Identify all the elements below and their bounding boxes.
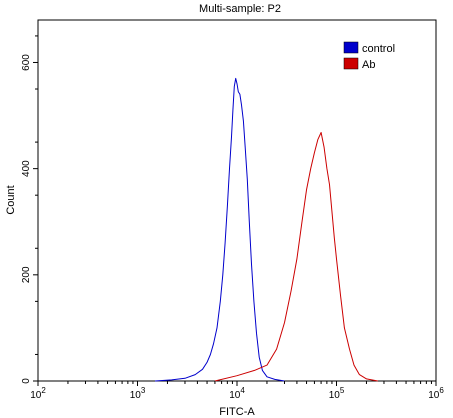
- series-line-ab: [214, 132, 378, 382]
- legend-label: Ab: [362, 59, 375, 71]
- legend-swatch: [343, 41, 359, 54]
- x-tick-label: 103: [130, 386, 146, 401]
- x-axis: 102 103 104 105 106: [30, 381, 444, 401]
- plot-area: [37, 19, 437, 382]
- legend-swatch: [343, 57, 359, 70]
- x-tick-label: 105: [329, 386, 345, 401]
- x-tick-label: 104: [229, 386, 245, 401]
- x-axis-title: FITC-A: [219, 406, 255, 418]
- series-line-control: [154, 77, 285, 382]
- y-tick-label: 200: [21, 266, 32, 283]
- y-axis-title: Count: [5, 185, 17, 214]
- legend-label: control: [362, 43, 395, 55]
- y-tick-label: 400: [21, 160, 32, 177]
- y-axis: 0 200 400 600: [21, 35, 38, 384]
- x-tick-label: 102: [30, 386, 46, 401]
- legend: control Ab: [343, 41, 395, 71]
- y-tick-label: 600: [21, 54, 32, 71]
- chart-title: Multi-sample: P2: [199, 3, 281, 15]
- y-tick-label: 0: [21, 378, 32, 384]
- x-tick-label: 106: [428, 386, 444, 401]
- series-layer: [154, 77, 378, 382]
